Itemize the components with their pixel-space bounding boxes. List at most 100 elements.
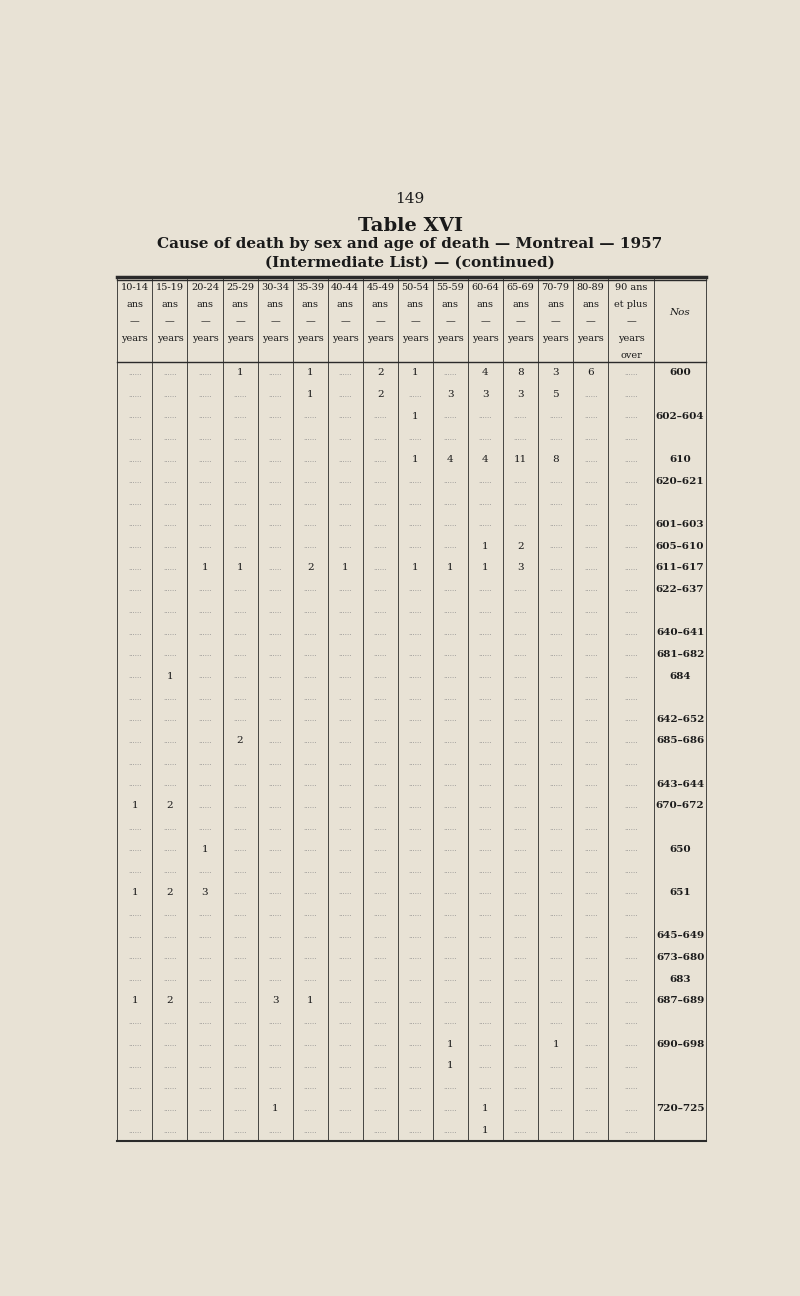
Text: ......: ...... (514, 434, 527, 442)
Text: 1: 1 (412, 368, 418, 377)
Text: ......: ...... (584, 932, 598, 940)
Text: ......: ...... (234, 1105, 247, 1113)
Text: ......: ...... (234, 455, 247, 464)
Text: ......: ...... (478, 651, 492, 658)
Text: ......: ...... (198, 1105, 212, 1113)
Text: ......: ...... (338, 412, 352, 420)
Text: ......: ...... (268, 1019, 282, 1026)
Text: ......: ...... (268, 975, 282, 984)
Text: ......: ...... (374, 521, 387, 529)
Text: ......: ...... (268, 823, 282, 832)
Text: ......: ...... (198, 867, 212, 875)
Text: ......: ...... (303, 1083, 317, 1091)
Text: ......: ...... (584, 673, 598, 680)
Text: ......: ...... (338, 932, 352, 940)
Text: ......: ...... (444, 434, 457, 442)
Text: ......: ...... (409, 434, 422, 442)
Text: ......: ...... (303, 434, 317, 442)
Text: ......: ...... (374, 434, 387, 442)
Text: ......: ...... (374, 1061, 387, 1069)
Text: ......: ...... (198, 629, 212, 636)
Text: 640–641: 640–641 (656, 629, 704, 638)
Text: ......: ...... (549, 802, 562, 810)
Text: ......: ...... (514, 954, 527, 962)
Text: ......: ...... (409, 780, 422, 788)
Text: 3: 3 (482, 390, 489, 399)
Text: ......: ...... (478, 499, 492, 507)
Text: ......: ...... (268, 607, 282, 616)
Text: years: years (402, 334, 429, 343)
Text: ......: ...... (128, 1019, 142, 1026)
Text: —: — (626, 318, 636, 325)
Text: —: — (235, 318, 245, 325)
Text: ......: ...... (163, 564, 177, 572)
Text: ......: ...... (338, 737, 352, 745)
Text: 2: 2 (377, 368, 384, 377)
Text: ......: ...... (338, 673, 352, 680)
Text: ......: ...... (624, 412, 638, 420)
Text: ......: ...... (584, 802, 598, 810)
Text: ......: ...... (128, 390, 142, 399)
Text: ......: ...... (624, 715, 638, 723)
Text: ......: ...... (234, 845, 247, 853)
Text: 6: 6 (587, 368, 594, 377)
Text: ......: ...... (128, 1083, 142, 1091)
Text: ......: ...... (514, 586, 527, 594)
Text: 643–644: 643–644 (656, 780, 704, 789)
Text: ......: ...... (163, 737, 177, 745)
Text: ......: ...... (234, 499, 247, 507)
Text: ......: ...... (478, 715, 492, 723)
Text: ......: ...... (268, 845, 282, 853)
Text: 1: 1 (482, 1126, 489, 1135)
Text: ......: ...... (549, 737, 562, 745)
Text: ......: ...... (549, 932, 562, 940)
Text: ......: ...... (478, 845, 492, 853)
Text: ......: ...... (624, 1041, 638, 1048)
Text: ......: ...... (584, 390, 598, 399)
Text: 690–698: 690–698 (656, 1039, 704, 1048)
Text: ......: ...... (624, 586, 638, 594)
Text: ......: ...... (268, 737, 282, 745)
Text: ......: ...... (128, 607, 142, 616)
Text: ......: ...... (374, 737, 387, 745)
Text: ......: ...... (374, 586, 387, 594)
Text: ans: ans (582, 299, 599, 308)
Text: ......: ...... (163, 1019, 177, 1026)
Text: ......: ...... (584, 867, 598, 875)
Text: ......: ...... (338, 651, 352, 658)
Text: ......: ...... (234, 889, 247, 897)
Text: ......: ...... (303, 1061, 317, 1069)
Text: 1: 1 (447, 1039, 454, 1048)
Text: ......: ...... (128, 477, 142, 485)
Text: 670–672: 670–672 (656, 801, 704, 810)
Text: ......: ...... (163, 629, 177, 636)
Text: 30-34: 30-34 (261, 283, 289, 292)
Text: 1: 1 (412, 455, 418, 464)
Text: 1: 1 (307, 368, 314, 377)
Text: ......: ...... (374, 715, 387, 723)
Text: ......: ...... (163, 693, 177, 701)
Text: ......: ...... (624, 1083, 638, 1091)
Text: ......: ...... (444, 521, 457, 529)
Text: ......: ...... (234, 932, 247, 940)
Text: ......: ...... (303, 629, 317, 636)
Text: ......: ...... (549, 867, 562, 875)
Text: Nos: Nos (670, 308, 690, 318)
Text: ......: ...... (409, 651, 422, 658)
Text: ......: ...... (514, 780, 527, 788)
Text: ......: ...... (198, 693, 212, 701)
Text: 4: 4 (482, 368, 489, 377)
Text: ......: ...... (409, 629, 422, 636)
Text: ......: ...... (549, 586, 562, 594)
Text: ......: ...... (409, 758, 422, 767)
Text: ......: ...... (374, 954, 387, 962)
Text: ans: ans (407, 299, 424, 308)
Text: 2: 2 (237, 736, 243, 745)
Text: ......: ...... (584, 845, 598, 853)
Text: ......: ...... (338, 1061, 352, 1069)
Text: ......: ...... (374, 1041, 387, 1048)
Text: —: — (410, 318, 420, 325)
Text: ......: ...... (549, 910, 562, 918)
Text: ......: ...... (478, 434, 492, 442)
Text: —: — (306, 318, 315, 325)
